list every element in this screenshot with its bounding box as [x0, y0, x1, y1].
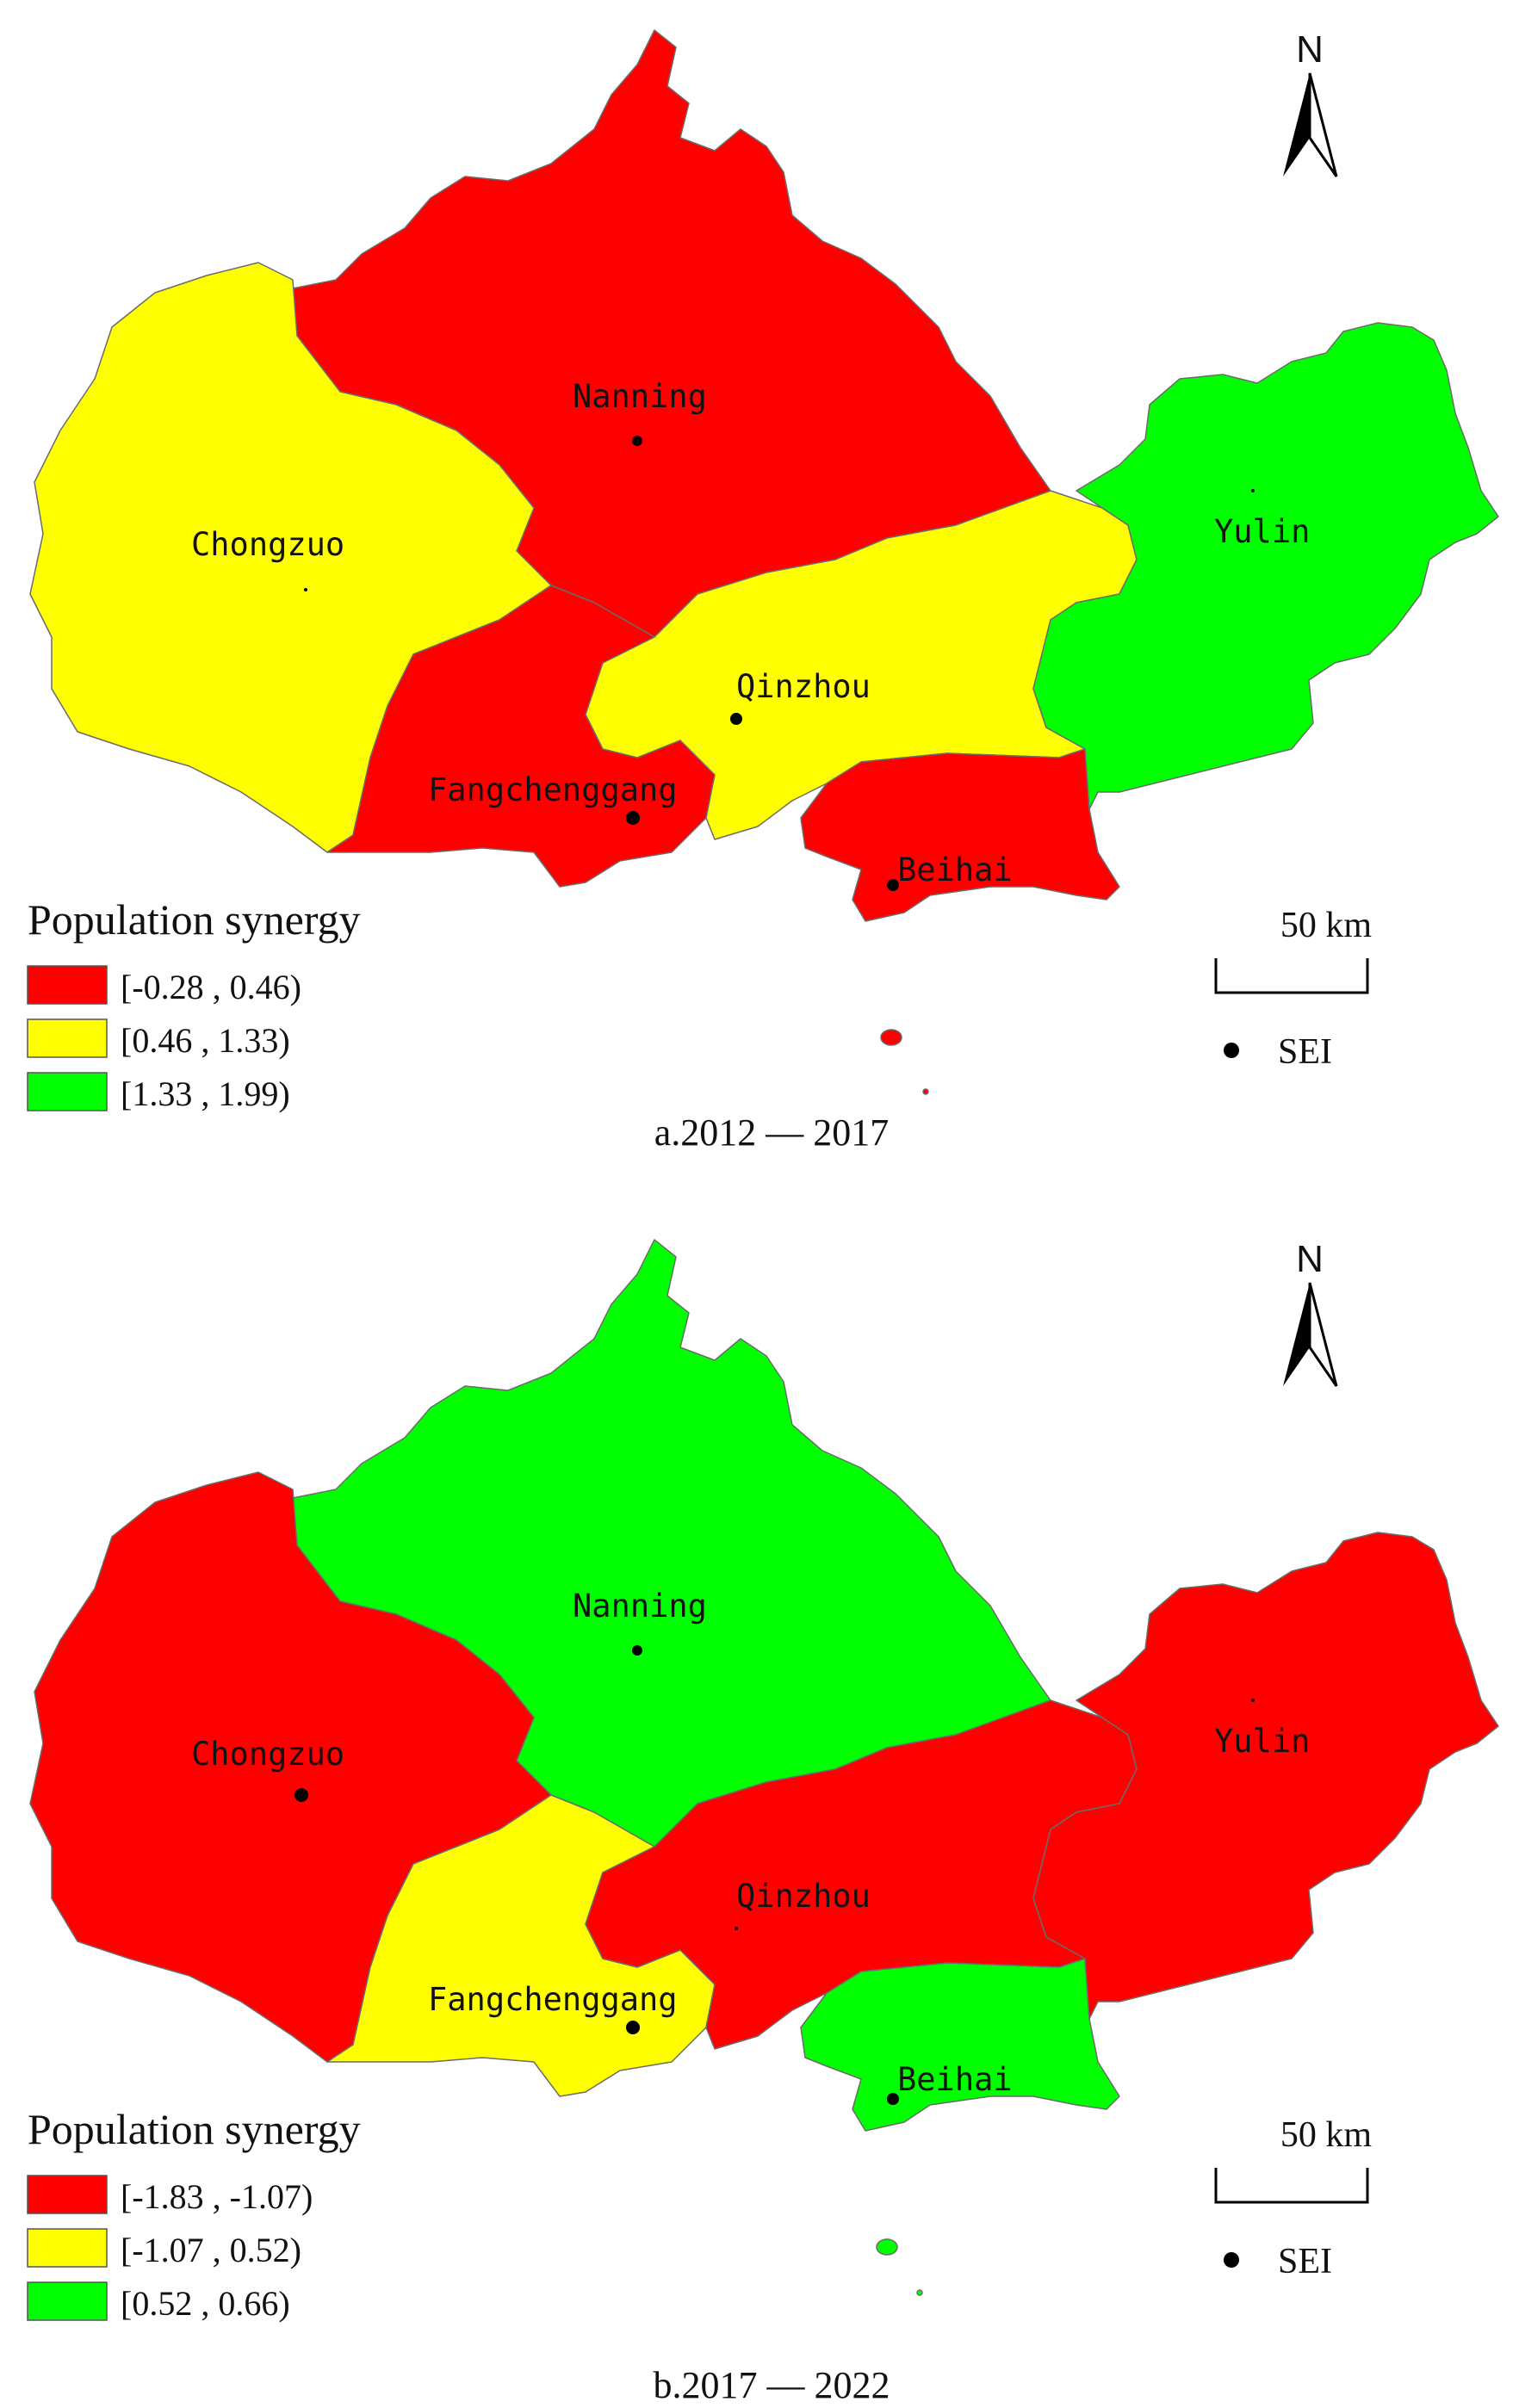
legend-swatch: [27, 965, 108, 1005]
legend-item-label: [-0.28 , 0.46): [121, 968, 301, 1006]
legend-item-label: [0.46 , 1.33): [121, 1021, 290, 1060]
sei-marker-nanning: [632, 1645, 642, 1656]
north-arrow-icon: N: [1283, 1238, 1338, 1387]
islet: [922, 1088, 929, 1095]
legend-item-label: [1.33 , 1.99): [121, 1074, 290, 1113]
island: [876, 2238, 898, 2256]
legend-swatch: [27, 2281, 108, 2321]
sei-marker-beihai: [887, 2093, 899, 2105]
sei-marker-nanning: [632, 436, 642, 446]
city-label-beihai: Beihai: [897, 851, 1013, 888]
city-label-beihai: Beihai: [897, 2061, 1013, 2098]
sei-marker-chongzuo: [294, 1788, 308, 1802]
scale-bar: 50 km: [1214, 2115, 1373, 2204]
city-label-yulin: Yulin: [1214, 1723, 1310, 1760]
legend-item-label: [-1.07 , 0.52): [121, 2231, 301, 2269]
region-beihai: [800, 1958, 1120, 2132]
filled-circle-icon: [1224, 1043, 1239, 1058]
sei-marker-yulin: [1251, 1699, 1255, 1702]
city-label-fangchenggang: Fangchenggang: [428, 771, 678, 808]
city-label-nanning: Nanning: [573, 1588, 707, 1625]
filled-circle-icon: [1224, 2252, 1239, 2268]
city-label-chongzuo: Chongzuo: [191, 1736, 344, 1773]
legend-swatch: [27, 2175, 108, 2214]
map-panel-b: Nanning Chongzuo Qinzhou Fangchenggang B…: [27, 1238, 1499, 2406]
north-arrow-icon: N: [1283, 28, 1338, 177]
scale-label: 50 km: [1280, 906, 1373, 945]
island: [880, 1029, 902, 1046]
legend-title: Population synergy: [28, 2105, 361, 2153]
sei-key-label: SEI: [1278, 2242, 1332, 2281]
city-label-fangchenggang: Fangchenggang: [428, 1981, 678, 2018]
legend-item-label: [-1.83 , -1.07): [121, 2177, 313, 2216]
sei-key-label: SEI: [1278, 1032, 1332, 1072]
scale-label: 50 km: [1280, 2115, 1373, 2155]
sei-key: SEI: [1224, 1032, 1332, 1072]
sei-marker-qinzhou: [730, 713, 742, 725]
sei-marker-beihai: [887, 879, 899, 891]
islet: [916, 2289, 923, 2296]
city-label-chongzuo: Chongzuo: [191, 526, 344, 563]
legend-swatch: [27, 2228, 108, 2268]
sei-key: SEI: [1224, 2242, 1332, 2281]
north-label: N: [1296, 1238, 1324, 1280]
city-label-qinzhou: Qinzhou: [736, 1878, 871, 1915]
sei-marker-yulin: [1251, 489, 1255, 492]
scale-bar: 50 km: [1214, 906, 1373, 994]
sei-marker-fangchenggang: [626, 811, 640, 825]
panel-caption: b.2017 — 2022: [654, 2364, 890, 2406]
sei-marker-fangchenggang: [626, 2021, 640, 2034]
sei-marker-chongzuo: [304, 588, 307, 591]
legend: Population synergy [-0.28 , 0.46) [0.46 …: [27, 895, 361, 1113]
legend: Population synergy [-1.83 , -1.07) [-1.0…: [27, 2105, 361, 2323]
city-label-qinzhou: Qinzhou: [736, 668, 871, 705]
sei-marker-qinzhou: [735, 1927, 738, 1930]
city-label-nanning: Nanning: [573, 378, 707, 415]
legend-swatch: [27, 1072, 108, 1111]
north-label: N: [1296, 28, 1324, 71]
map-panel-a: Nanning Chongzuo Qinzhou Fangchenggang B…: [27, 28, 1499, 1154]
city-label-yulin: Yulin: [1214, 513, 1310, 550]
legend-swatch: [27, 1018, 108, 1058]
panel-caption: a.2012 — 2017: [654, 1111, 890, 1154]
legend-item-label: [0.52 , 0.66): [121, 2284, 290, 2323]
legend-title: Population synergy: [28, 895, 361, 944]
region-beihai: [800, 748, 1120, 922]
